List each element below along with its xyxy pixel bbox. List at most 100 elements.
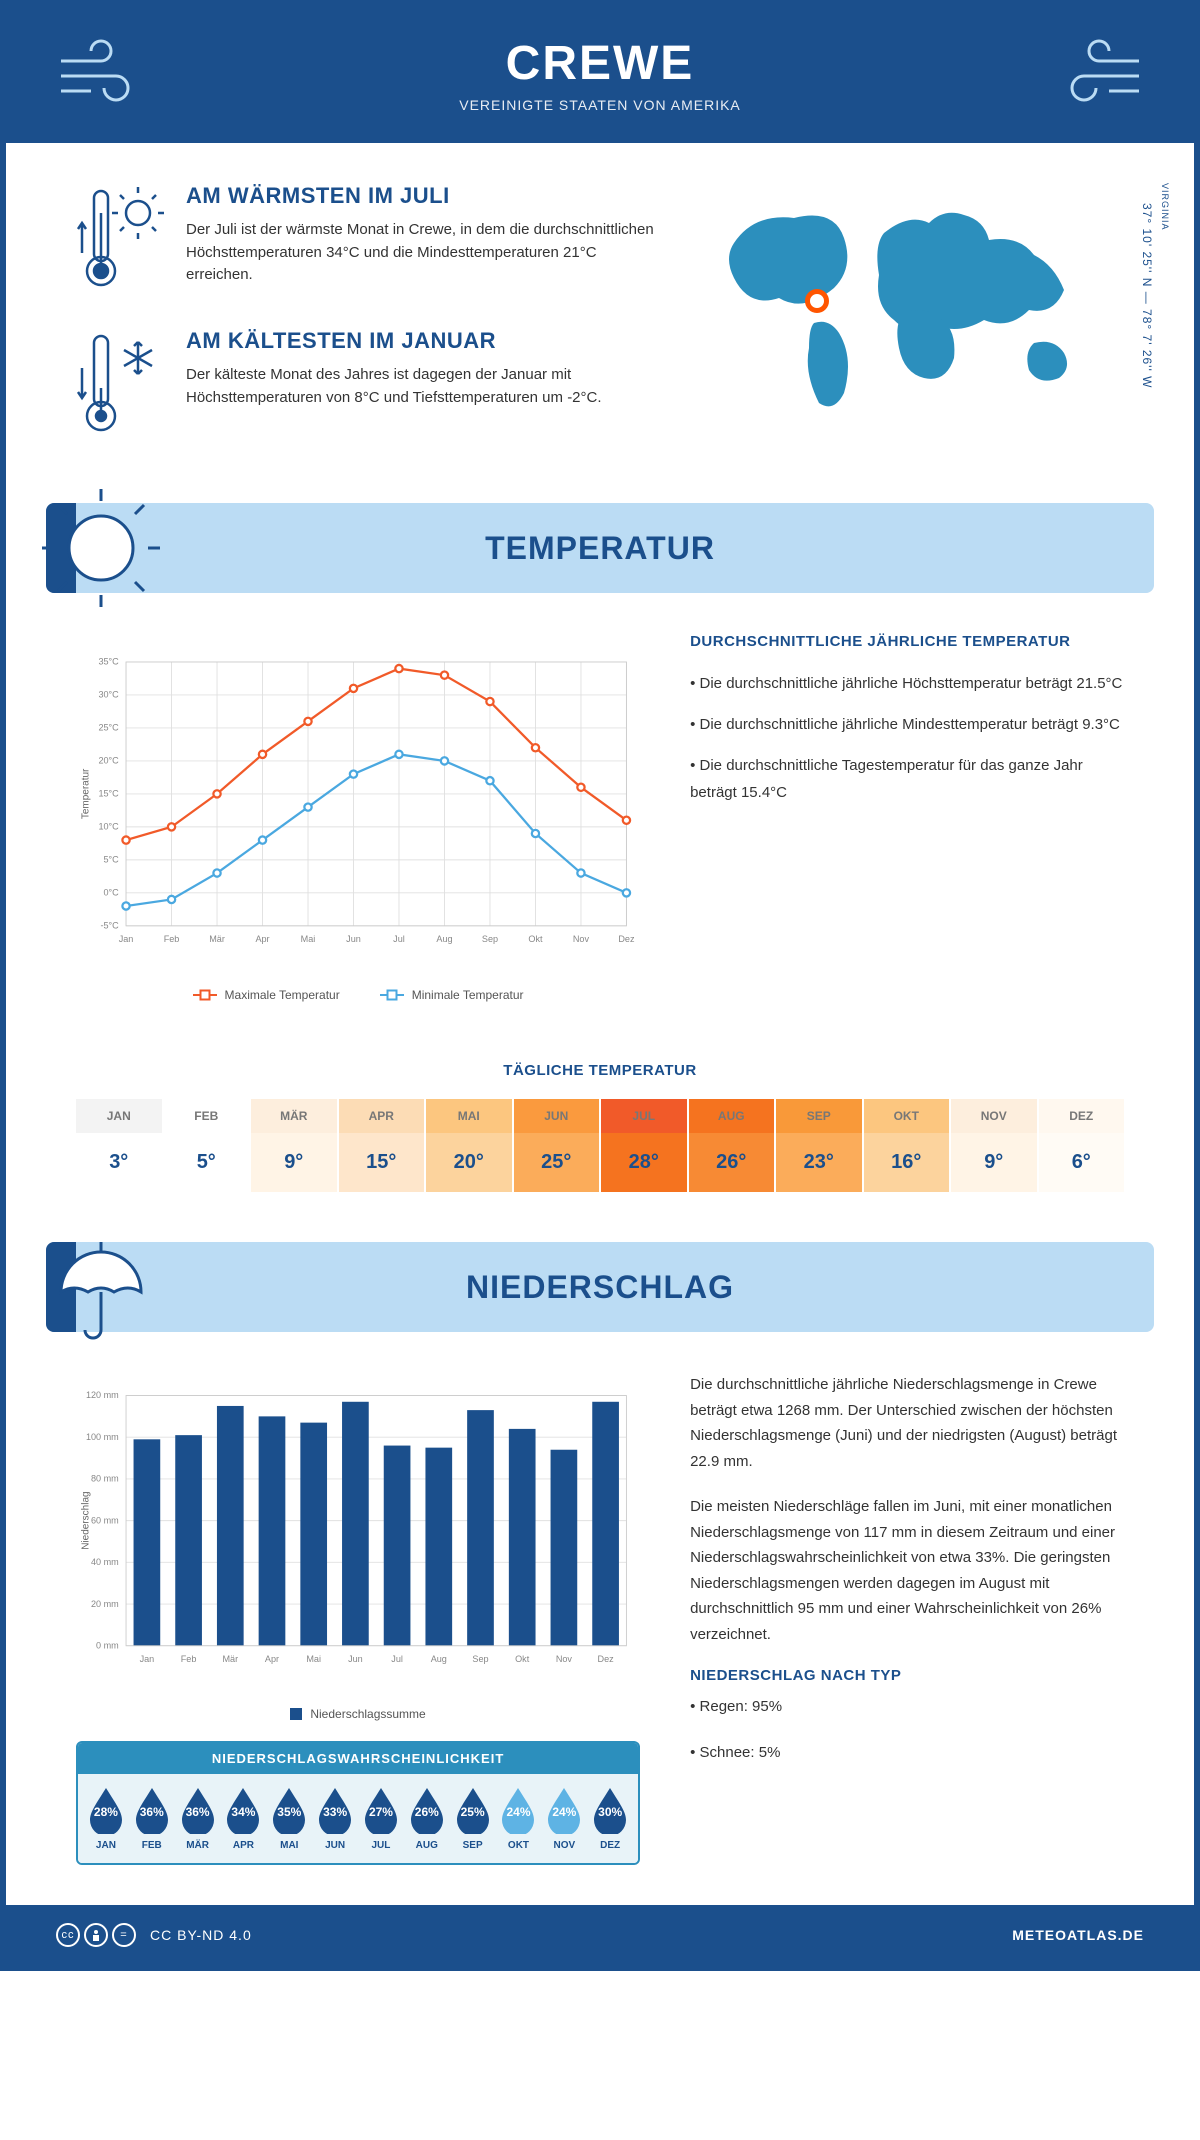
- precip-type-bullet: • Schnee: 5%: [690, 1740, 1124, 1766]
- svg-text:Mai: Mai: [306, 1654, 321, 1664]
- svg-text:25°C: 25°C: [98, 723, 119, 733]
- daily-temp-heading: TÄGLICHE TEMPERATUR: [76, 1062, 1124, 1079]
- temperature-text: DURCHSCHNITTLICHE JÄHRLICHE TEMPERATUR •…: [690, 633, 1124, 1002]
- temp-cell: FEB 5°: [164, 1099, 250, 1192]
- probability-drop: 33% JUN: [313, 1786, 357, 1851]
- probability-drop: 24% OKT: [497, 1786, 541, 1851]
- svg-text:Dez: Dez: [598, 1654, 615, 1664]
- precip-bar-chart: 0 mm20 mm40 mm60 mm80 mm100 mm120 mmJanF…: [76, 1372, 640, 1721]
- warmest-text: Der Juli ist der wärmste Monat in Crewe,…: [186, 219, 664, 287]
- svg-text:0 mm: 0 mm: [96, 1640, 119, 1650]
- svg-text:Nov: Nov: [556, 1654, 573, 1664]
- probability-drop: 25% SEP: [451, 1786, 495, 1851]
- coords-label: 37° 10' 25'' N — 78° 7' 26'' W: [1140, 203, 1154, 388]
- svg-text:35°C: 35°C: [98, 657, 119, 667]
- legend-min: Minimale Temperatur: [412, 988, 524, 1002]
- world-map-box: VIRGINIA 37° 10' 25'' N — 78° 7' 26'' W: [704, 183, 1124, 473]
- svg-text:Jun: Jun: [346, 934, 361, 944]
- temp-cell: MÄR 9°: [251, 1099, 337, 1192]
- temp-cell: MAI 20°: [426, 1099, 512, 1192]
- svg-text:Jan: Jan: [140, 1654, 155, 1664]
- probability-drop: 36% FEB: [130, 1786, 174, 1851]
- svg-text:Mai: Mai: [301, 934, 316, 944]
- precipitation-text: Die durchschnittliche jährliche Niedersc…: [690, 1372, 1124, 1865]
- svg-text:Okt: Okt: [515, 1654, 530, 1664]
- probability-drop: 36% MÄR: [176, 1786, 220, 1851]
- thermometer-snow-icon: [76, 328, 166, 443]
- nd-icon: =: [112, 1923, 136, 1947]
- svg-text:Nov: Nov: [573, 934, 590, 944]
- warmest-title: AM WÄRMSTEN IM JULI: [186, 183, 664, 209]
- svg-text:Feb: Feb: [181, 1654, 197, 1664]
- probability-drop: 27% JUL: [359, 1786, 403, 1851]
- precipitation-heading: NIEDERSCHLAG: [466, 1269, 734, 1306]
- svg-text:Mär: Mär: [222, 1654, 238, 1664]
- intro-section: AM WÄRMSTEN IM JULI Der Juli ist der wär…: [6, 143, 1194, 503]
- legend-precip: Niederschlagssumme: [310, 1707, 425, 1721]
- site-name: METEOATLAS.DE: [1012, 1927, 1144, 1943]
- svg-text:Aug: Aug: [436, 934, 452, 944]
- precip-p1: Die durchschnittliche jährliche Niedersc…: [690, 1372, 1124, 1474]
- svg-text:Temperatur: Temperatur: [81, 768, 92, 819]
- precipitation-banner: NIEDERSCHLAG: [46, 1242, 1154, 1332]
- cc-icons: cc =: [56, 1923, 136, 1947]
- temp-bullet: • Die durchschnittliche Tagestemperatur …: [690, 752, 1124, 806]
- svg-text:Okt: Okt: [528, 934, 543, 944]
- temp-chart-legend: Maximale Temperatur Minimale Temperatur: [76, 988, 640, 1002]
- svg-text:15°C: 15°C: [98, 789, 119, 799]
- coldest-block: AM KÄLTESTEN IM JANUAR Der kälteste Mona…: [76, 328, 664, 443]
- temp-cell: NOV 9°: [951, 1099, 1037, 1192]
- temp-cell: APR 15°: [339, 1099, 425, 1192]
- probability-drop: 26% AUG: [405, 1786, 449, 1851]
- header: CREWE VEREINIGTE STAATEN VON AMERIKA: [6, 6, 1194, 143]
- probability-drop: 30% DEZ: [588, 1786, 632, 1851]
- temp-cell: OKT 16°: [864, 1099, 950, 1192]
- cc-icon: cc: [56, 1923, 80, 1947]
- temp-cell: JUL 28°: [601, 1099, 687, 1192]
- coldest-title: AM KÄLTESTEN IM JANUAR: [186, 328, 664, 354]
- by-icon: [84, 1923, 108, 1947]
- svg-text:Apr: Apr: [255, 934, 269, 944]
- svg-text:120 mm: 120 mm: [86, 1390, 119, 1400]
- svg-text:Jun: Jun: [348, 1654, 363, 1664]
- daily-temp-grid: JAN 3° FEB 5° MÄR 9° APR 15° MAI 20° JUN…: [76, 1099, 1124, 1192]
- probability-drop: 34% APR: [222, 1786, 266, 1851]
- world-map: [704, 183, 1124, 423]
- page: CREWE VEREINIGTE STAATEN VON AMERIKA AM …: [0, 0, 1200, 1971]
- temperature-banner: TEMPERATUR: [46, 503, 1154, 593]
- svg-text:5°C: 5°C: [104, 855, 120, 865]
- svg-text:Jan: Jan: [119, 934, 134, 944]
- license-text: CC BY-ND 4.0: [150, 1927, 252, 1943]
- temp-cell: SEP 23°: [776, 1099, 862, 1192]
- svg-text:10°C: 10°C: [98, 822, 119, 832]
- svg-text:20°C: 20°C: [98, 756, 119, 766]
- temperature-heading: TEMPERATUR: [485, 530, 715, 567]
- warmest-block: AM WÄRMSTEN IM JULI Der Juli ist der wär…: [76, 183, 664, 298]
- footer: cc = CC BY-ND 4.0 METEOATLAS.DE: [6, 1905, 1194, 1965]
- precip-p2: Die meisten Niederschläge fallen im Juni…: [690, 1494, 1124, 1647]
- svg-text:Sep: Sep: [472, 1654, 488, 1664]
- svg-text:80 mm: 80 mm: [91, 1474, 119, 1484]
- svg-text:Aug: Aug: [431, 1654, 447, 1664]
- precip-type-bullet: • Regen: 95%: [690, 1694, 1124, 1720]
- svg-text:-5°C: -5°C: [100, 921, 119, 931]
- region-label: VIRGINIA: [1160, 183, 1170, 231]
- svg-text:Sep: Sep: [482, 934, 498, 944]
- svg-text:Apr: Apr: [265, 1654, 279, 1664]
- page-subtitle: VEREINIGTE STAATEN VON AMERIKA: [26, 97, 1174, 113]
- svg-text:60 mm: 60 mm: [91, 1515, 119, 1525]
- location-marker: [805, 289, 829, 313]
- temp-cell: DEZ 6°: [1039, 1099, 1125, 1192]
- precip-type-heading: NIEDERSCHLAG NACH TYP: [690, 1667, 1124, 1684]
- svg-text:Niederschlag: Niederschlag: [81, 1491, 92, 1549]
- svg-text:Mär: Mär: [209, 934, 225, 944]
- daily-temp-section: TÄGLICHE TEMPERATUR JAN 3° FEB 5° MÄR 9°…: [6, 1042, 1194, 1242]
- temperature-section: -5°C0°C5°C10°C15°C20°C25°C30°C35°CJanFeb…: [6, 593, 1194, 1042]
- temp-cell: JUN 25°: [514, 1099, 600, 1192]
- svg-text:30°C: 30°C: [98, 690, 119, 700]
- temp-cell: JAN 3°: [76, 1099, 162, 1192]
- page-title: CREWE: [26, 36, 1174, 91]
- temp-bullet: • Die durchschnittliche jährliche Höchst…: [690, 670, 1124, 697]
- probability-box: NIEDERSCHLAGSWAHRSCHEINLICHKEIT 28% JAN …: [76, 1741, 640, 1865]
- thermometer-sun-icon: [76, 183, 166, 298]
